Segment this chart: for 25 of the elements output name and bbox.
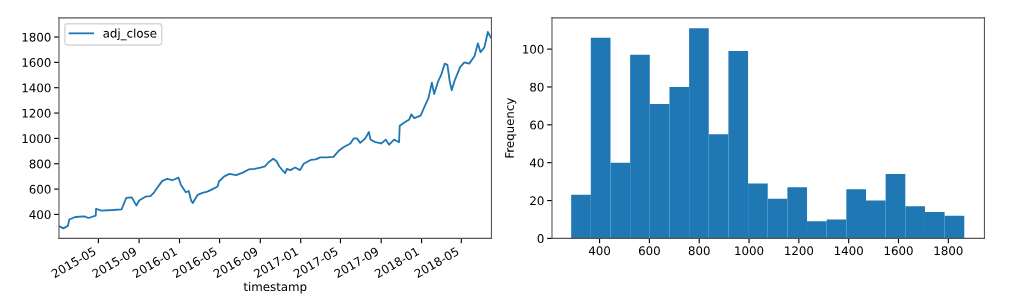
x-tick-label: 400 bbox=[588, 246, 611, 256]
y-tick-label: 0 bbox=[537, 234, 544, 244]
x-tick-label: 1000 bbox=[735, 246, 764, 256]
y-tick-label: 400 bbox=[29, 210, 51, 220]
x-axis-title: timestamp bbox=[243, 281, 307, 294]
y-tick-label: 100 bbox=[523, 44, 544, 54]
y-tick-label: 1000 bbox=[22, 134, 51, 144]
x-tick-label: 800 bbox=[688, 246, 710, 256]
y-tick-label: 1800 bbox=[22, 32, 51, 42]
y-tick-label: 800 bbox=[29, 159, 51, 169]
x-tick-label: 1600 bbox=[884, 246, 913, 256]
x-tick-label: 600 bbox=[638, 246, 660, 256]
y-tick-label: 1200 bbox=[22, 108, 51, 118]
x-tick-label: 1800 bbox=[934, 246, 963, 256]
y-tick-label: 80 bbox=[530, 82, 544, 92]
legend-label: adj_close bbox=[103, 28, 157, 41]
y-tick-label: 40 bbox=[529, 158, 544, 168]
y-tick-label: 600 bbox=[29, 184, 51, 194]
y-tick-label: 1600 bbox=[22, 58, 51, 68]
x-tick-label: 1400 bbox=[834, 246, 863, 256]
y-axis-title: Frequency bbox=[505, 98, 517, 158]
x-tick-label: 1200 bbox=[785, 246, 814, 256]
y-tick-label: 20 bbox=[530, 196, 544, 206]
y-tick-label: 60 bbox=[530, 120, 544, 130]
y-tick-label: 1400 bbox=[22, 83, 51, 93]
